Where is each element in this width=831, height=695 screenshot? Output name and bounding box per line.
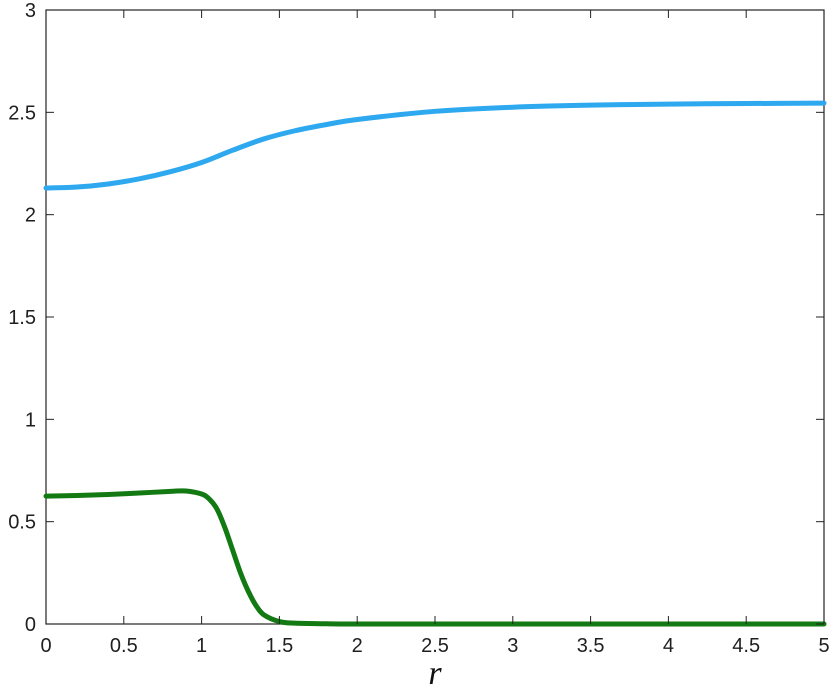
y-tick-label: 2.5 (8, 102, 36, 124)
series-layer (43, 100, 827, 627)
x-tick-label: 2 (352, 635, 363, 657)
y-tick-label: 1.5 (8, 307, 36, 329)
ticks: 0 0.5 1 1.5 2 2.5 3 3.5 4 4.5 5 0 0.5 1 1.5 2 2.5 3 (8, 0, 829, 657)
y-tick-label: 1 (25, 409, 36, 431)
y-tick-label: 3 (25, 0, 36, 22)
y-tick-label: 2 (25, 205, 36, 227)
series-line-2 (43, 488, 827, 627)
series-line-1 (43, 100, 827, 191)
x-tick-label: 2.5 (421, 635, 449, 657)
x-tick-label: 3 (507, 635, 518, 657)
y-tick-label: 0.5 (8, 512, 36, 534)
x-tick-label: 3.5 (577, 635, 605, 657)
x-tick-label: 1 (196, 635, 207, 657)
x-tick-label: 4.5 (732, 635, 760, 657)
x-tick-label: 0.5 (110, 635, 138, 657)
x-tick-label: 1.5 (265, 635, 293, 657)
x-tick-label: 4 (663, 635, 674, 657)
y-tick-label: 0 (25, 614, 36, 636)
x-axis-label: r (428, 655, 442, 692)
x-tick-label: 5 (818, 635, 829, 657)
x-tick-label: 0 (40, 635, 51, 657)
